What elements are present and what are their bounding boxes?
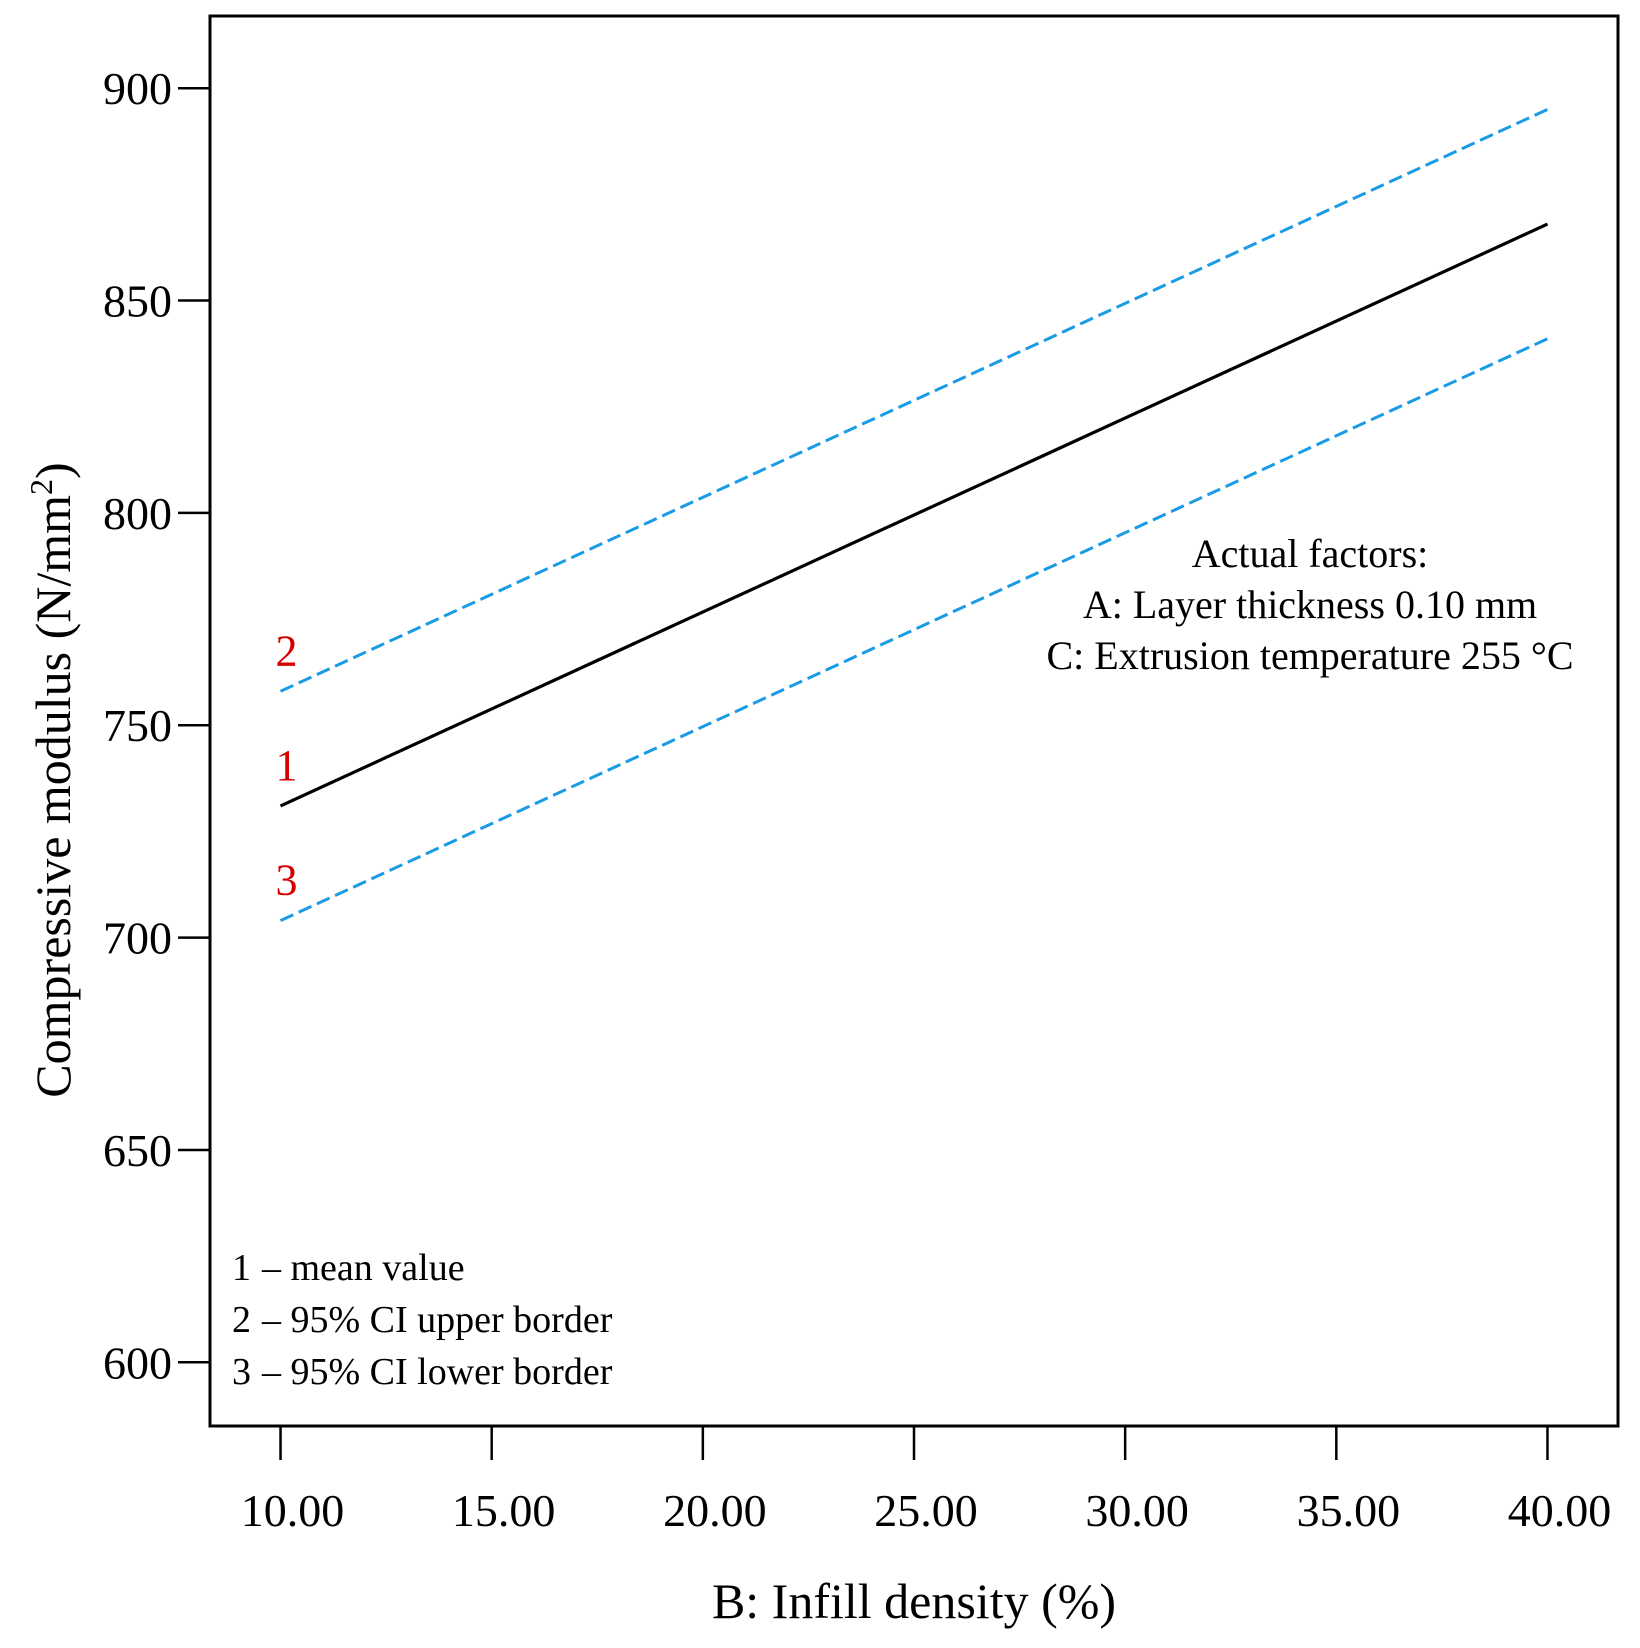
x-tick-label: 20.00 xyxy=(663,1485,767,1536)
y-tick-label: 800 xyxy=(103,488,172,539)
x-tick-label: 25.00 xyxy=(874,1485,978,1536)
y-axis-title-end: ) xyxy=(25,462,81,479)
y-axis: 600 650 700 750 800 850 900 xyxy=(103,63,210,1388)
series-line-3 xyxy=(279,337,1549,922)
x-tick-label: 30.00 xyxy=(1085,1485,1189,1536)
y-tick-label: 650 xyxy=(103,1125,172,1176)
annotation-line-1: Actual factors: xyxy=(1192,531,1429,576)
y-tick-label: 700 xyxy=(103,913,172,964)
annotation-line-2: A: Layer thickness 0.10 mm xyxy=(1083,582,1537,627)
y-tick-label: 750 xyxy=(103,700,172,751)
legend-label: – mean value xyxy=(261,1247,465,1289)
series-line-1 xyxy=(279,222,1549,808)
series-layer xyxy=(279,108,1549,922)
legend-label: – 95% CI upper border xyxy=(261,1299,613,1341)
legend-tag: 2 xyxy=(232,1299,251,1341)
x-tick-label: 15.00 xyxy=(452,1485,556,1536)
legend-tag: 1 xyxy=(232,1247,251,1289)
line-tags: 1 2 3 xyxy=(276,626,298,904)
x-tick-label: 40.00 xyxy=(1508,1485,1612,1536)
y-tick-label: 600 xyxy=(103,1337,172,1388)
series-tag-1: 1 xyxy=(276,741,298,790)
x-tick-label: 35.00 xyxy=(1297,1485,1401,1536)
x-axis-title: B: Infill density (%) xyxy=(712,1573,1116,1629)
legend-label: – 95% CI lower border xyxy=(261,1351,613,1393)
legend-tag: 3 xyxy=(232,1351,251,1393)
plot-frame xyxy=(208,14,1620,1428)
x-tick-label: 10.00 xyxy=(241,1485,345,1536)
series-line-2 xyxy=(279,108,1549,693)
series-tag-2: 2 xyxy=(276,626,298,675)
series-tag-3: 3 xyxy=(276,856,298,905)
y-axis-title-main: Compressive modulus (N/mm xyxy=(25,495,81,1098)
annotation-line-3: C: Extrusion temperature 255 °C xyxy=(1046,633,1573,678)
y-axis-title-superscript: 2 xyxy=(23,479,59,495)
y-axis-title: Compressive modulus (N/mm2) xyxy=(23,462,81,1097)
x-axis: 10.00 15.00 20.00 25.00 30.00 35.00 40.00 xyxy=(241,1426,1611,1536)
y-tick-label: 850 xyxy=(103,276,172,327)
actual-factors-annotation: Actual factors: A: Layer thickness 0.10 … xyxy=(1046,531,1573,678)
y-tick-label: 900 xyxy=(103,63,172,114)
